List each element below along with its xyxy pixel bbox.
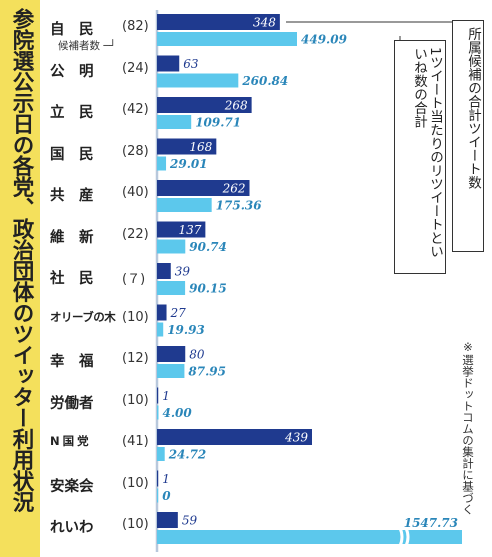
tweet-count-bar <box>157 429 312 445</box>
engagement-bar <box>157 447 165 461</box>
engagement-bar <box>157 322 164 337</box>
category-name: 労働者 <box>50 395 94 412</box>
tweet-count-label: 168 <box>189 140 212 154</box>
tweet-count-bar <box>157 180 250 196</box>
engagement-label: 90.74 <box>189 240 227 254</box>
legend-light-label: 1ツイート当たりのリツイートといいね数の合計 <box>411 47 443 259</box>
tweet-count-bar <box>157 304 167 321</box>
engagement-bar <box>157 32 297 46</box>
engagement-label: 90.15 <box>189 282 227 296</box>
category-count: (40) <box>122 185 149 200</box>
engagement-label: 449.09 <box>301 33 348 47</box>
tweet-count-bar <box>157 221 206 238</box>
legend-dark-label: 所属候補の合計ツイート数 <box>465 27 481 189</box>
engagement-label: 1547.73 <box>404 516 458 530</box>
tweet-count-label: 80 <box>189 348 205 362</box>
source-note: ※選挙ドットコムの集計に基づく <box>461 340 475 515</box>
engagement-bar <box>157 488 159 503</box>
candidate-count-text: 候補者数 <box>58 40 100 52</box>
title-band: 参院選公示日の各党、政治団体のツイッター利用状況 <box>0 0 40 557</box>
engagement-bar <box>157 115 192 129</box>
engagement-label: 109.71 <box>195 116 241 130</box>
category-count: (28) <box>122 143 149 159</box>
category-count: (82) <box>122 19 149 34</box>
axis-break-mark <box>404 527 410 547</box>
engagement-label: 19.93 <box>167 323 205 337</box>
category-count: (10) <box>122 517 149 532</box>
category-count: (10) <box>122 475 149 491</box>
engagement-bar <box>157 73 239 88</box>
engagement-label: 29.01 <box>169 157 208 171</box>
engagement-label: 260.84 <box>241 74 288 88</box>
engagement-bar <box>157 364 185 378</box>
category-name: 自 民 <box>50 22 94 38</box>
engagement-bar <box>157 156 167 171</box>
tweet-count-bar <box>157 138 217 155</box>
category-count: (42) <box>122 102 149 117</box>
tweet-count-label: 59 <box>182 514 198 528</box>
category-name: 公 明 <box>50 63 94 80</box>
legend-dark-box: 所属候補の合計ツイート数 <box>452 20 484 252</box>
tweet-count-label: 262 <box>222 182 246 196</box>
category-name: 国 民 <box>50 146 94 163</box>
tweet-count-bar <box>157 387 159 404</box>
tweet-count-label: 348 <box>253 16 276 30</box>
category-count: (24) <box>122 60 149 76</box>
engagement-label: 0 <box>162 489 171 503</box>
engagement-label: 175.36 <box>216 199 263 213</box>
engagement-label: 87.95 <box>188 365 226 379</box>
category-name: N 国 党 <box>50 434 89 448</box>
engagement-label: 4.00 <box>163 406 193 420</box>
category-name: 維 新 <box>50 229 94 246</box>
tweet-count-label: 1 <box>162 472 170 486</box>
tweet-count-bar <box>157 346 186 362</box>
tweet-count-label: 63 <box>183 57 199 71</box>
category-name: 安楽会 <box>50 478 94 495</box>
engagement-bar <box>157 405 159 420</box>
legend-light-box: 1ツイート当たりのリツイートといいね数の合計 <box>394 40 446 274</box>
tweet-count-label: 268 <box>224 99 248 113</box>
category-name: 共 産 <box>50 188 94 204</box>
category-count: (41) <box>122 434 149 449</box>
category-count: (10) <box>122 392 149 408</box>
engagement-bar <box>157 530 462 544</box>
category-name: オリーブの木 <box>50 309 116 324</box>
category-count: (12) <box>122 351 149 366</box>
tweet-count-label: 1 <box>162 389 170 403</box>
tweet-count-bar <box>157 97 252 113</box>
axis-break-mark <box>398 527 404 547</box>
tweet-count-label: 27 <box>170 306 187 320</box>
engagement-bar <box>157 281 186 295</box>
category-count: (７) <box>122 272 146 287</box>
tweet-count-bar <box>157 512 178 528</box>
category-name: 社 民 <box>50 271 94 287</box>
engagement-bar <box>157 198 212 212</box>
tweet-count-bar <box>157 55 180 72</box>
category-count: (10) <box>122 309 149 325</box>
tweet-count-bar <box>157 470 159 487</box>
tweet-count-bar <box>157 14 280 30</box>
tweet-count-label: 39 <box>175 265 191 279</box>
engagement-bar <box>157 239 186 254</box>
tweet-count-bar <box>157 263 171 279</box>
category-name: 立 民 <box>50 105 94 121</box>
category-name: れいわ <box>50 520 94 536</box>
engagement-label: 24.72 <box>168 448 207 462</box>
tweet-count-label: 137 <box>178 223 201 237</box>
candidate-count-label: 候補者数 ─┘ <box>58 40 116 52</box>
category-name: 幸 福 <box>50 354 94 370</box>
chart-title: 参院選公示日の各党、政治団体のツイッター利用状況 <box>9 8 34 512</box>
tweet-count-label: 439 <box>284 431 308 445</box>
category-count: (22) <box>122 226 149 242</box>
